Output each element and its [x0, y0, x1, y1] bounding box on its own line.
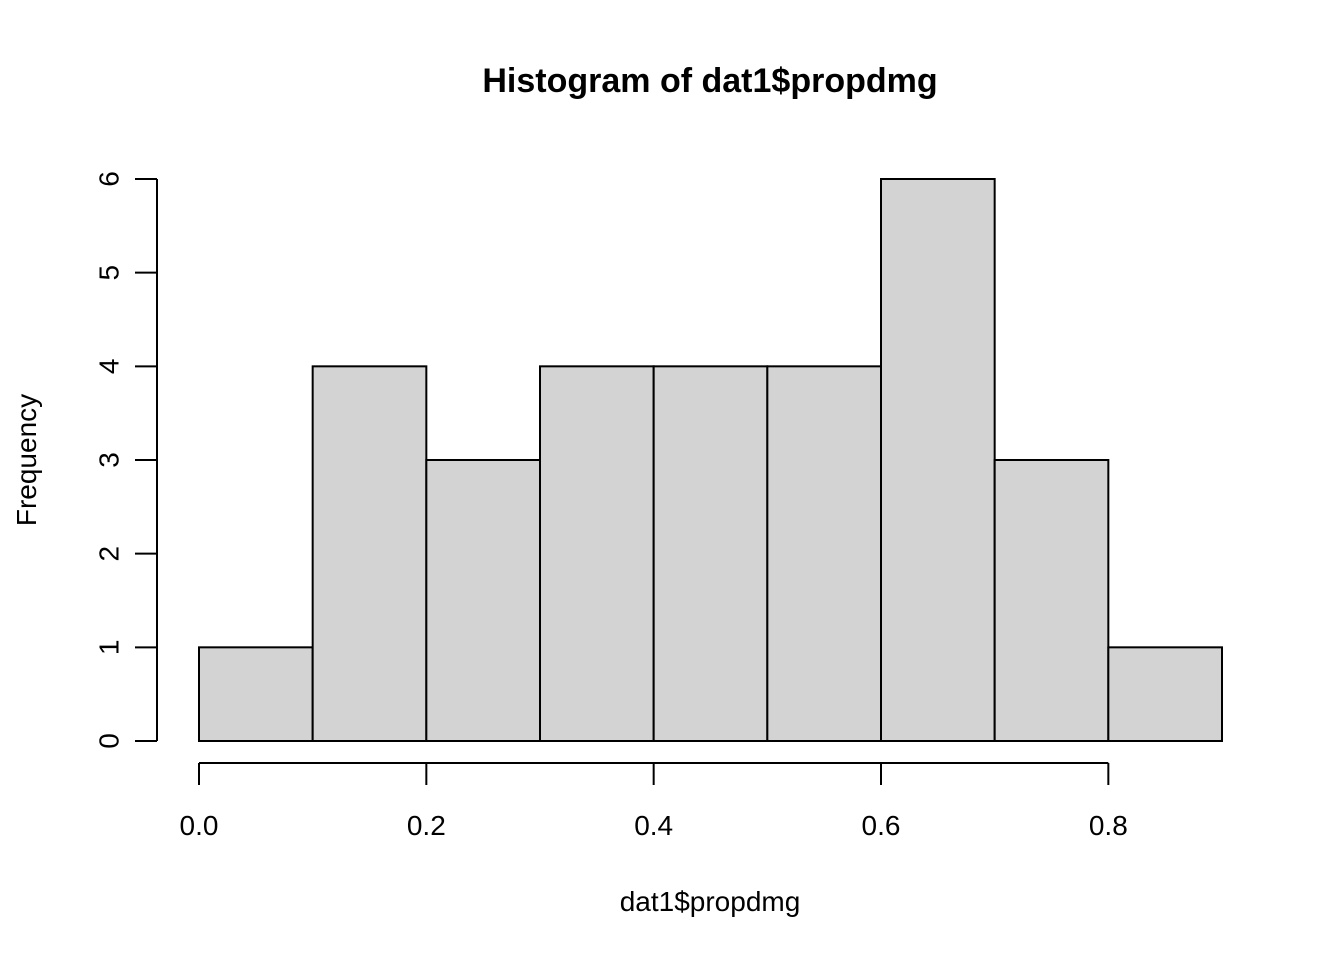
histogram-bar: [198, 646, 314, 742]
x-tick-label: 0.0: [180, 810, 219, 841]
y-axis: 0 1 2 3 4 5 6: [93, 171, 158, 749]
y-tick-label: 4: [93, 359, 124, 375]
y-tick-label: 6: [93, 171, 124, 187]
y-tick-label: 0: [93, 733, 124, 749]
histogram-bar: [425, 459, 542, 742]
histogram-bar: [993, 459, 1110, 742]
histogram-bar: [766, 365, 882, 742]
y-tick-label: 5: [93, 265, 124, 281]
histogram-bar: [652, 365, 769, 742]
y-axis-label: Frequency: [11, 394, 42, 526]
bars-group: [198, 178, 1224, 742]
x-tick-label: 0.4: [634, 810, 673, 841]
y-tick-label: 2: [93, 546, 124, 562]
histogram-bar: [1107, 646, 1224, 742]
histogram-bar: [539, 365, 655, 742]
x-tick-label: 0.8: [1089, 810, 1128, 841]
histogram-bar: [311, 365, 428, 742]
chart-title: Histogram of dat1$propdmg: [482, 62, 937, 100]
x-axis-label: dat1$propdmg: [620, 886, 801, 917]
y-tick-label: 3: [93, 452, 124, 468]
y-tick-label: 1: [93, 640, 124, 656]
x-axis: 0.0 0.2 0.4 0.6 0.8: [180, 762, 1128, 841]
x-tick-label: 0.2: [407, 810, 446, 841]
x-tick-label: 0.6: [862, 810, 901, 841]
histogram-bar: [880, 178, 996, 742]
